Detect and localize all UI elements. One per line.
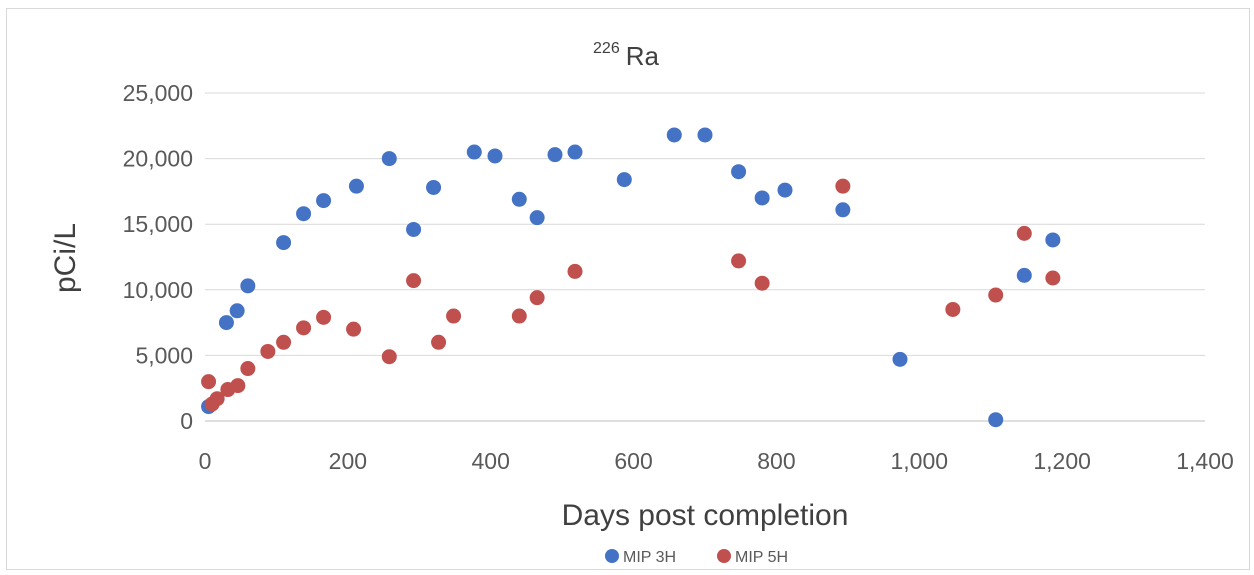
data-point <box>731 253 747 269</box>
data-point <box>296 206 312 222</box>
y-tick-label: 20,000 <box>123 146 193 172</box>
chart-title: 226 Ra <box>593 40 659 71</box>
x-tick-labels: 0 200 400 600 800 1,000 1,200 1,400 <box>199 448 1234 474</box>
data-point <box>1045 270 1061 286</box>
chart-frame <box>6 8 1250 570</box>
data-point <box>296 320 312 336</box>
legend-marker-mip-3h <box>605 549 619 563</box>
data-point <box>209 391 225 407</box>
x-tick-label: 600 <box>614 448 652 474</box>
data-point <box>1016 225 1032 241</box>
data-point <box>201 374 217 390</box>
data-point <box>230 378 246 394</box>
legend-marker-mip-5h <box>717 549 731 563</box>
data-point <box>731 164 747 180</box>
legend-label-mip-5h: MIP 5H <box>735 549 788 566</box>
data-point <box>529 210 545 226</box>
y-tick-label: 25,000 <box>123 80 193 106</box>
chart-title-superscript: 226 <box>593 40 620 57</box>
y-tick-label: 10,000 <box>123 277 193 303</box>
legend-label-mip-3h: MIP 3H <box>623 549 676 566</box>
legend: MIP 3H MIP 5H <box>605 549 788 566</box>
data-points <box>201 127 1061 428</box>
data-point <box>988 287 1004 303</box>
data-point <box>276 334 292 350</box>
data-point <box>666 127 682 143</box>
data-point <box>431 334 447 350</box>
data-point <box>547 147 563 163</box>
data-point <box>567 263 583 279</box>
x-tick-label: 1,400 <box>1176 448 1234 474</box>
data-point <box>406 273 422 289</box>
data-point <box>466 144 482 160</box>
data-point <box>567 144 583 160</box>
y-tick-label: 5,000 <box>135 342 193 368</box>
data-point <box>276 235 292 251</box>
y-tick-label: 15,000 <box>123 211 193 237</box>
data-point <box>446 308 462 324</box>
data-point <box>316 193 332 209</box>
data-point <box>511 191 527 207</box>
data-point <box>316 309 332 325</box>
series-mip-3h <box>201 127 1061 428</box>
x-tick-label: 400 <box>472 448 510 474</box>
data-point <box>260 343 276 359</box>
data-point <box>218 315 234 331</box>
data-point <box>529 290 545 306</box>
chart-title-main: Ra <box>626 41 660 71</box>
data-point <box>697 127 713 143</box>
y-tick-label: 0 <box>180 408 193 434</box>
data-point <box>988 412 1004 428</box>
data-point <box>346 321 362 337</box>
x-tick-label: 200 <box>329 448 367 474</box>
data-point <box>1045 232 1061 248</box>
data-point <box>754 190 770 206</box>
data-point <box>616 172 632 188</box>
data-point <box>381 151 397 167</box>
data-point <box>892 351 908 367</box>
y-axis-title: pCi/L <box>49 223 82 293</box>
data-point <box>1016 267 1032 283</box>
data-point <box>426 179 442 195</box>
y-tick-labels: 0 5,000 10,000 15,000 20,000 25,000 <box>123 80 193 434</box>
data-point <box>487 148 503 164</box>
data-point <box>945 301 961 317</box>
data-point <box>348 178 364 194</box>
data-point <box>229 303 245 319</box>
x-tick-label: 1,000 <box>891 448 949 474</box>
x-tick-label: 800 <box>757 448 795 474</box>
data-point <box>511 308 527 324</box>
data-point <box>406 221 422 237</box>
data-point <box>381 349 397 365</box>
gridlines <box>205 92 1205 422</box>
data-point <box>240 278 256 294</box>
x-tick-label: 0 <box>199 448 212 474</box>
x-axis-title: Days post completion <box>562 499 849 532</box>
data-point <box>240 361 256 377</box>
data-point <box>835 178 851 194</box>
data-point <box>835 202 851 218</box>
data-point <box>754 275 770 291</box>
x-tick-label: 1,200 <box>1033 448 1091 474</box>
series-mip-5h <box>201 178 1061 412</box>
data-point <box>777 182 793 198</box>
